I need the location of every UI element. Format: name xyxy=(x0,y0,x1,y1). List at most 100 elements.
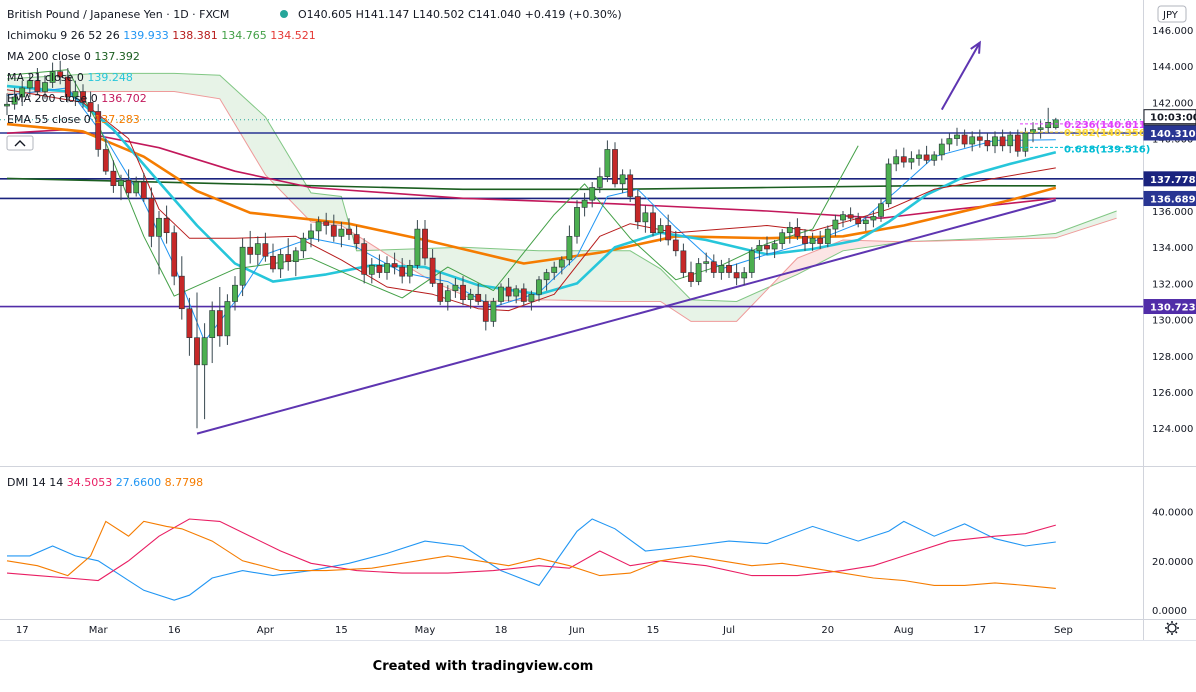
candle-body xyxy=(201,337,208,366)
candle-body xyxy=(574,207,580,237)
cloud-segment xyxy=(227,82,235,125)
candle-body xyxy=(984,140,991,147)
legend-toggle-button[interactable] xyxy=(6,135,34,151)
legend-row[interactable]: MA 200 close 0 137.392 xyxy=(7,50,140,63)
candle-body xyxy=(665,225,672,241)
candle-body xyxy=(110,170,117,186)
fib-label: 0.618(139.516) xyxy=(1064,144,1150,155)
legend-row[interactable]: EMA 55 close 0 137.283 xyxy=(7,113,140,126)
candle-body xyxy=(543,272,550,281)
candle-body xyxy=(414,228,421,266)
candle-body xyxy=(718,264,725,273)
price-tick-label: 128.000 xyxy=(1152,352,1193,363)
candle-body xyxy=(1014,134,1021,152)
candle-body xyxy=(406,264,413,277)
candle-body xyxy=(300,237,307,252)
candle-body xyxy=(87,102,94,112)
settings-gear-icon[interactable] xyxy=(1165,621,1179,635)
cloud-segment xyxy=(288,154,296,207)
candle-body xyxy=(634,196,641,223)
level-tag-box xyxy=(1143,171,1196,187)
candle-body xyxy=(672,239,679,252)
cloud-segment xyxy=(850,240,859,250)
cloud-segment xyxy=(592,250,600,302)
candle-body xyxy=(726,264,732,273)
price-tick-label: 136.000 xyxy=(1152,207,1193,218)
candle-body xyxy=(612,149,618,185)
candle-body xyxy=(80,91,86,103)
level-tag: 140.310 xyxy=(1150,129,1196,140)
legend-row[interactable]: MA 21 close 0 139.248 xyxy=(7,71,133,84)
legend-label: EMA 55 close 0 xyxy=(7,113,94,126)
candle-body xyxy=(346,228,352,235)
cloud-segment xyxy=(242,96,251,150)
cloud-segment xyxy=(470,247,479,302)
dmi-line-adx xyxy=(6,520,1056,589)
time-tick-label: Jul xyxy=(722,625,735,636)
time-tick-label: 16 xyxy=(168,625,181,636)
cloud-segment xyxy=(569,250,577,301)
candle-body xyxy=(741,272,748,279)
candle-body xyxy=(847,214,854,219)
candle-body xyxy=(558,259,565,268)
trendline[interactable] xyxy=(196,199,1057,435)
dmi-tick-label: 0.0000 xyxy=(1152,606,1187,617)
candle-body xyxy=(353,234,360,244)
time-tick-label: 15 xyxy=(647,625,660,636)
candle-body xyxy=(916,154,922,159)
level-tag: 130.723 xyxy=(1150,303,1196,314)
legend-row[interactable]: EMA 200 close 0 136.702 xyxy=(7,92,147,105)
candle-body xyxy=(209,310,216,338)
price-tag-box xyxy=(1143,191,1196,207)
cloud-segment xyxy=(873,240,881,247)
cloud-segment xyxy=(98,73,106,92)
dmi-legend-value: 34.5053 xyxy=(67,476,116,489)
candle-body xyxy=(900,156,907,163)
candle-body xyxy=(1030,129,1036,134)
dmi-tick-label: 20.0000 xyxy=(1152,557,1193,568)
candle-body xyxy=(361,243,368,275)
legend-row[interactable]: Ichimoku 9 26 52 26 139.933 138.381 134.… xyxy=(7,29,316,42)
candle-body xyxy=(178,275,185,310)
cloud-segment xyxy=(136,73,144,92)
candle-body xyxy=(232,284,238,302)
time-tick-label: Jun xyxy=(568,625,585,636)
time-tick-label: 20 xyxy=(821,625,834,636)
cloud-segment xyxy=(478,247,486,302)
candle-body xyxy=(1022,132,1029,152)
legend-value: 139.248 xyxy=(87,71,133,84)
candle-body xyxy=(733,272,740,279)
price-tick-label: 126.000 xyxy=(1152,388,1193,399)
cloud-segment xyxy=(151,73,159,92)
cloud-segment xyxy=(1048,233,1056,238)
price-tick-label: 142.000 xyxy=(1152,98,1193,109)
cloud-segment xyxy=(721,300,729,322)
candle-body xyxy=(262,243,269,257)
level-tag-box xyxy=(1143,125,1196,141)
candle-body xyxy=(703,261,710,264)
candle-body xyxy=(756,245,763,252)
cloud-segment xyxy=(698,299,707,322)
candle-body xyxy=(254,243,261,255)
dmi-legend[interactable]: DMI 14 14 34.5053 27.6600 8.7798 xyxy=(7,476,203,489)
candle-body xyxy=(338,228,345,237)
currency-badge[interactable] xyxy=(1157,5,1187,23)
arrow-head xyxy=(970,40,981,54)
candle-body xyxy=(26,80,33,89)
cloud-segment xyxy=(546,250,555,301)
candle-body xyxy=(536,279,542,295)
arrow-shaft[interactable] xyxy=(940,42,981,111)
candle-body xyxy=(680,250,687,273)
candle-body xyxy=(19,87,26,98)
cloud-segment xyxy=(455,247,463,295)
candle-body xyxy=(505,286,512,297)
cloud-segment xyxy=(812,249,821,267)
cloud-segment xyxy=(622,250,631,302)
time-tick-label: Sep xyxy=(1054,625,1073,636)
cloud-segment xyxy=(387,249,395,259)
candle-body xyxy=(140,181,147,199)
candle-body xyxy=(1045,122,1052,129)
candle-body xyxy=(870,216,877,221)
candle-body xyxy=(292,250,299,262)
